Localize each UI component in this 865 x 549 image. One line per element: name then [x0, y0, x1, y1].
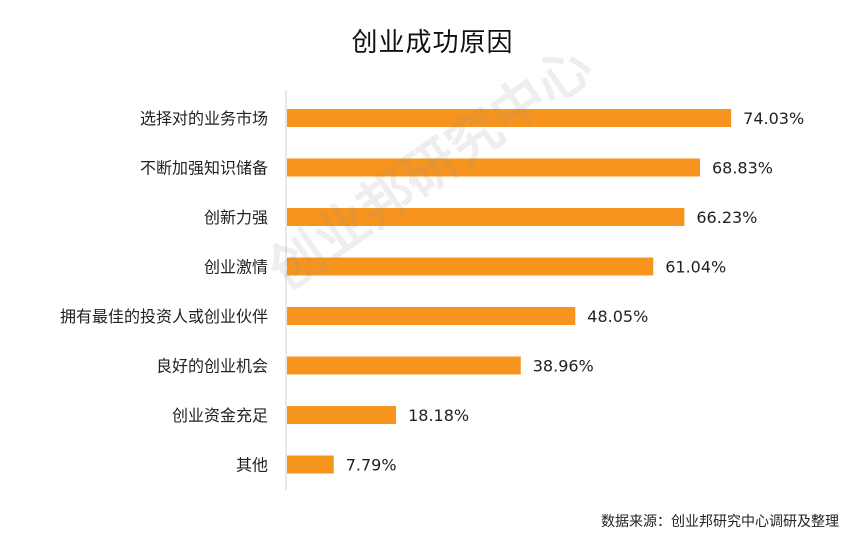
category-label: 其他	[236, 456, 268, 475]
bar	[287, 406, 397, 424]
category-label: 创业激情	[204, 258, 268, 277]
value-label: 48.05%	[587, 307, 648, 326]
value-label: 7.79%	[346, 456, 397, 475]
bar	[287, 307, 576, 325]
bar	[287, 109, 732, 127]
category-label: 拥有最佳的投资人或创业伙伴	[60, 307, 268, 326]
category-label: 选择对的业务市场	[140, 109, 268, 128]
bar	[287, 356, 521, 375]
bar	[287, 208, 685, 226]
category-label: 创业资金充足	[172, 406, 268, 425]
category-label: 良好的创业机会	[156, 357, 268, 376]
category-label: 不断加强知识储备	[140, 159, 268, 178]
category-label: 创新力强	[204, 208, 268, 227]
bar	[287, 257, 654, 276]
value-label: 61.04%	[665, 258, 726, 277]
value-label: 38.96%	[533, 357, 594, 376]
chart-title: 创业成功原因	[351, 28, 514, 58]
value-label: 68.83%	[712, 159, 773, 178]
value-label: 66.23%	[696, 208, 757, 227]
value-label: 18.18%	[408, 406, 469, 425]
value-label: 74.03%	[743, 109, 804, 128]
source-note: 数据来源：创业邦研究中心调研及整理	[601, 514, 839, 530]
bar	[287, 158, 700, 177]
bar	[287, 455, 334, 474]
